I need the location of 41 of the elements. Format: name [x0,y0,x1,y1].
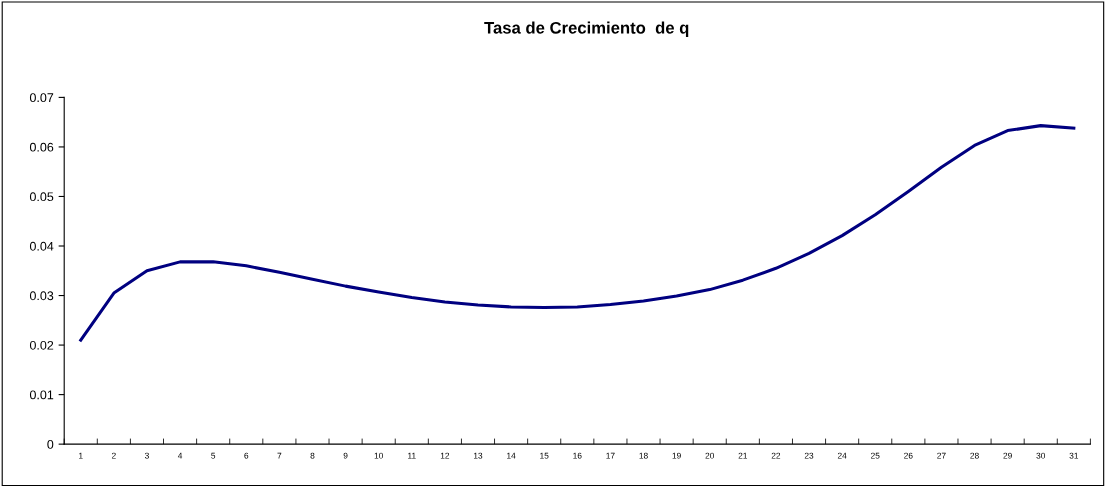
x-tick-label: 22 [771,452,781,459]
x-tick-label: 18 [639,452,648,459]
y-tick-label: 0.07 [29,93,54,103]
y-tick-label: 0 [47,439,54,449]
x-tick-label: 20 [705,452,715,459]
x-tick-label: 17 [606,452,615,459]
y-tick-label: 0.05 [29,192,54,202]
x-tick-label: 23 [804,452,814,459]
y-tick-label: 0.04 [29,241,54,251]
x-tick-label: 13 [473,452,483,459]
x-tick-label: 29 [1003,452,1012,459]
chart-title: Tasa de Crecimiento de q [484,21,689,37]
y-tick-label: 0.01 [29,390,54,400]
x-tick-label: 16 [573,452,582,459]
x-tick-label: 10 [374,452,383,459]
x-tick-label: 28 [970,452,979,459]
x-tick-label: 8 [310,452,315,459]
y-tick-label: 0.03 [29,291,54,301]
x-tick-label: 12 [440,452,450,459]
x-tick-label: 30 [1036,452,1046,459]
x-tick-label: 14 [507,452,516,459]
y-tick-label: 0.02 [29,340,54,350]
x-tick-label: 11 [408,452,416,459]
x-tick-label: 1 [79,452,83,459]
x-tick-label: 5 [211,452,216,459]
x-tick-label: 7 [277,452,282,459]
x-tick-label: 2 [111,452,116,459]
x-tick-label: 21 [738,452,748,459]
x-tick-label: 4 [177,452,183,459]
x-tick-label: 19 [672,452,681,459]
x-tick-label: 3 [144,452,149,459]
x-tick-label: 24 [837,452,847,459]
x-tick-label: 27 [937,452,946,459]
x-tick-label: 15 [540,452,549,459]
x-tick-label: 31 [1069,452,1079,459]
x-tick-label: 9 [343,452,348,459]
x-tick-label: 26 [904,452,913,459]
x-tick-label: 25 [871,452,880,459]
y-tick-label: 0.06 [29,142,54,152]
x-tick-label: 6 [244,452,249,459]
line-series [79,124,1076,342]
